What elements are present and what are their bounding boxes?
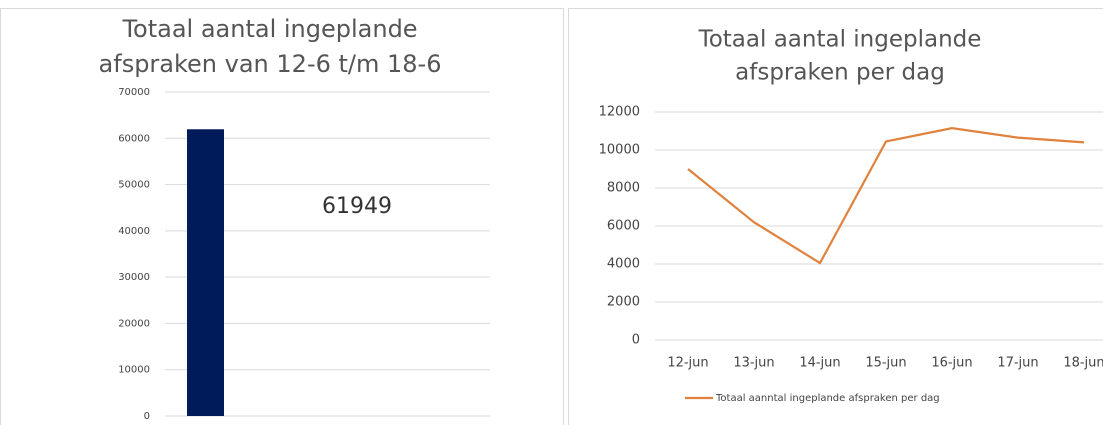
- y-tick-label: 12000: [599, 105, 640, 120]
- line: [687, 127, 1085, 265]
- y-tick-label: 20000: [118, 318, 150, 329]
- chart-title: afspraken van 12-6 t/m 18-6: [99, 50, 442, 78]
- y-tick-label: 4000: [607, 257, 640, 272]
- y-tick-label: 0: [632, 333, 640, 348]
- y-tick-label: 8000: [607, 181, 640, 196]
- x-tick-label: 12-jun: [667, 356, 708, 371]
- x-tick-label: 13-jun: [733, 356, 774, 371]
- x-tick-label: 14-jun: [799, 356, 840, 371]
- x-tick-label: 18-jun: [1063, 356, 1103, 371]
- y-tick-label: 0: [144, 411, 150, 422]
- x-tick-label: 15-jun: [865, 356, 906, 371]
- bar: [187, 129, 224, 416]
- chart-title: Totaal aantal ingeplande: [698, 27, 982, 53]
- y-tick-label: 30000: [118, 272, 150, 283]
- y-tick-label: 50000: [118, 180, 150, 191]
- y-tick-label: 10000: [599, 143, 640, 158]
- y-tick-label: 70000: [118, 87, 150, 98]
- left-panel: [0, 8, 564, 425]
- chart-title: afspraken per dag: [735, 60, 945, 86]
- chart-title: Totaal aantal ingeplande: [121, 15, 417, 43]
- y-tick-label: 10000: [118, 365, 150, 376]
- x-tick-label: 17-jun: [997, 356, 1038, 371]
- legend-label: Totaal aanntal ingeplande afspraken per …: [715, 393, 940, 404]
- right-panel: [568, 8, 1103, 425]
- annotation: 61949: [322, 194, 392, 219]
- y-tick-label: 40000: [118, 226, 150, 237]
- x-tick-label: 16-jun: [931, 356, 972, 371]
- y-tick-label: 6000: [607, 219, 640, 234]
- y-tick-label: 2000: [607, 295, 640, 310]
- y-tick-label: 60000: [118, 133, 150, 144]
